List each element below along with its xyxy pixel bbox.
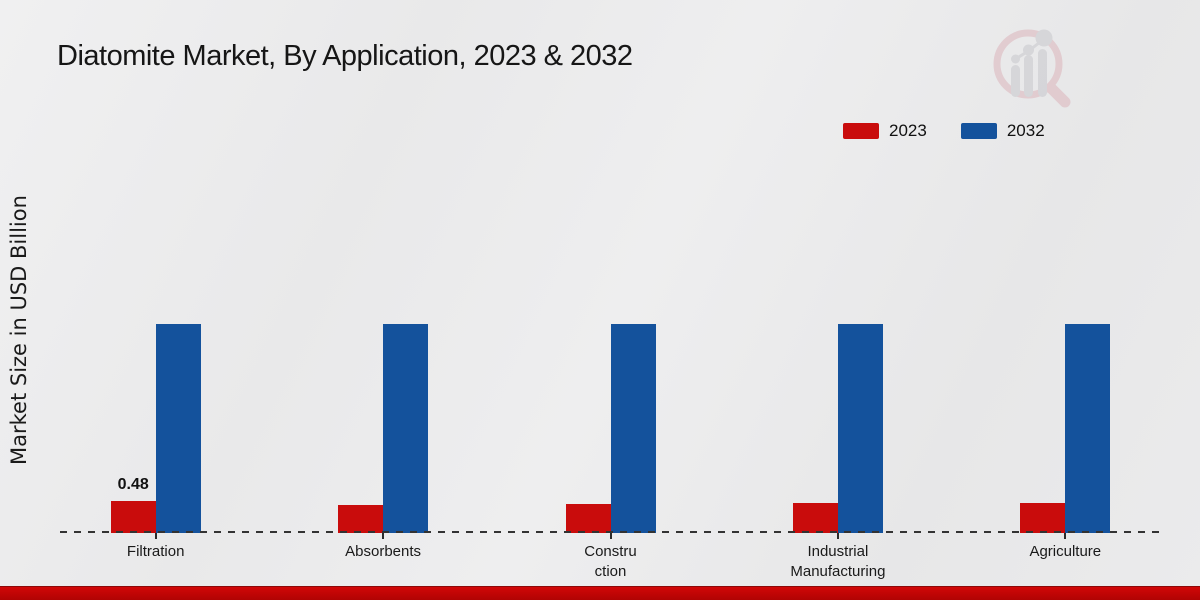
x-tick — [154, 533, 157, 539]
bar-2023: 0.48 — [110, 476, 156, 533]
x-category-label: Agriculture — [1029, 543, 1102, 560]
bar-group — [792, 324, 883, 533]
plot-area: 0.48 — [42, 150, 1179, 533]
bar-2032 — [837, 324, 883, 533]
bar-2032 — [610, 324, 656, 533]
x-tick — [1064, 533, 1067, 539]
x-category-label: Filtration — [126, 543, 185, 560]
x-category-label: Constru ction — [584, 543, 637, 581]
legend-label-2023: 2023 — [889, 121, 927, 140]
y-axis-title: Market Size in USD Billion — [7, 195, 31, 465]
bar-2032 — [155, 324, 201, 533]
footer-red-bar — [0, 586, 1200, 600]
bar-group: 0.48 — [110, 324, 201, 533]
bar-2032 — [1065, 324, 1111, 533]
bar-2023 — [338, 505, 384, 533]
bar-group — [1020, 324, 1111, 533]
bar-2023 — [792, 503, 838, 533]
legend: 2023 2032 — [843, 121, 1045, 141]
bar-group — [338, 324, 429, 533]
x-category-label: Absorbents — [345, 543, 422, 560]
x-tick — [382, 533, 385, 539]
x-category-label: Industrial Manufacturing — [790, 543, 886, 581]
bar-2032 — [383, 324, 429, 533]
legend-label-2032: 2032 — [1006, 121, 1045, 140]
x-tick — [609, 533, 612, 539]
x-tick — [836, 533, 839, 539]
chart-title: Diatomite Market, By Application, 2023 &… — [57, 40, 633, 72]
bar-2023 — [1020, 503, 1066, 533]
x-axis: Filtration Absorbents Constru ction Industr… — [42, 533, 1179, 583]
legend-item-2032: 2032 — [960, 121, 1045, 141]
magnifier-bar-chart-logo-watermark — [993, 29, 1071, 108]
x-axis-dashed-line — [60, 531, 1160, 533]
legend-swatch-2023 — [843, 123, 879, 139]
bar-group — [565, 324, 656, 533]
bar-2023 — [565, 503, 611, 533]
bar-value-label: 0.48 — [117, 475, 149, 493]
legend-swatch-2032 — [960, 123, 997, 139]
legend-item-2023: 2023 — [843, 121, 927, 141]
